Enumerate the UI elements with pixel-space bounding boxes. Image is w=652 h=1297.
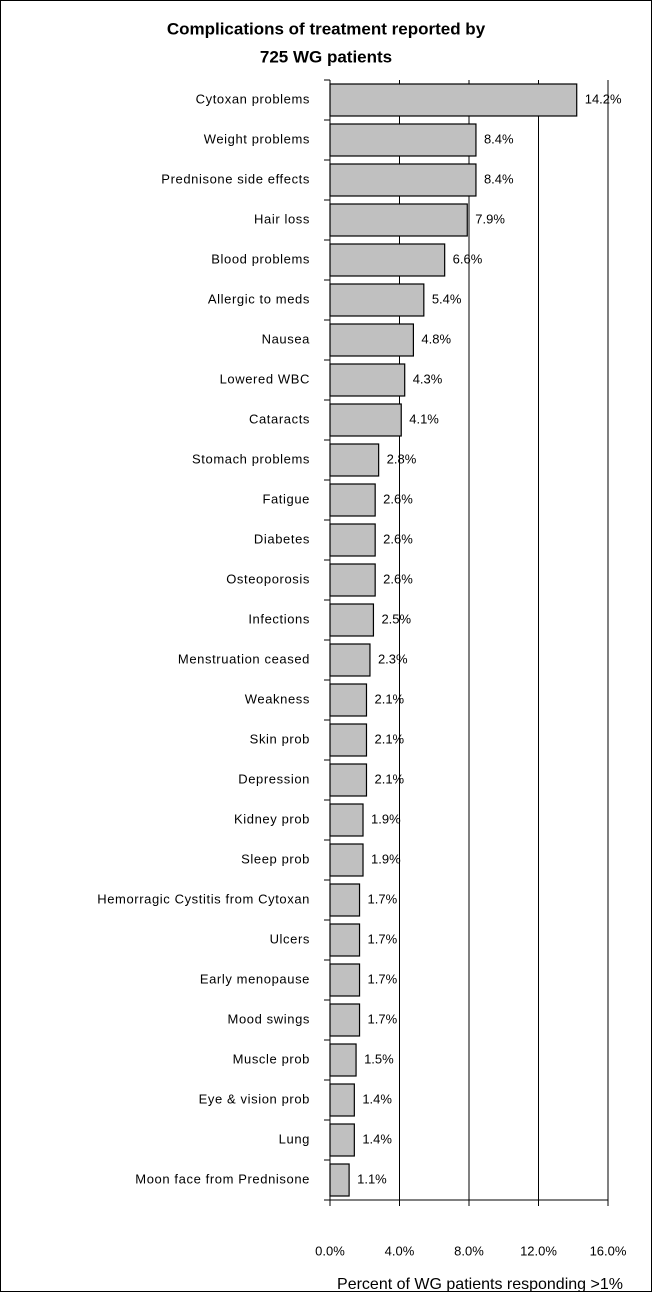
y-tick-label: Mood swings <box>228 1011 310 1026</box>
data-label: 14.2% <box>585 91 622 106</box>
y-tick-label: Sleep prob <box>241 851 310 866</box>
y-tick-label: Moon face from Prednisone <box>135 1171 310 1186</box>
data-label: 1.4% <box>362 1091 392 1106</box>
bar <box>329 83 578 117</box>
y-tick-label: Nausea <box>262 331 311 346</box>
data-label: 8.4% <box>484 131 514 146</box>
bar <box>329 523 376 557</box>
bar <box>329 1123 355 1157</box>
data-label: 1.7% <box>368 971 398 986</box>
bar <box>329 483 376 517</box>
chart-title: Complications of treatment reported by <box>167 19 486 38</box>
data-label: 4.8% <box>421 331 451 346</box>
chart-title: 725 WG patients <box>260 47 392 66</box>
x-tick-label: 4.0% <box>385 1243 415 1258</box>
data-label: 4.1% <box>409 411 439 426</box>
y-tick-label: Fatigue <box>262 491 310 506</box>
bar <box>329 1043 357 1077</box>
data-label: 2.1% <box>374 731 404 746</box>
bar <box>329 723 368 757</box>
bar <box>329 803 364 837</box>
bar <box>329 123 477 157</box>
bar <box>329 1163 350 1197</box>
data-label: 1.1% <box>357 1171 387 1186</box>
bar <box>329 683 368 717</box>
y-tick-label: Lung <box>279 1131 310 1146</box>
data-label: 2.8% <box>387 451 417 466</box>
x-axis-title: Percent of WG patients responding >1% <box>337 1276 623 1292</box>
y-tick-label: Weight problems <box>204 131 310 146</box>
data-label: 1.7% <box>368 931 398 946</box>
x-tick-label: 16.0% <box>590 1243 627 1258</box>
y-tick-label: Skin prob <box>250 731 310 746</box>
bar <box>329 643 371 677</box>
data-label: 2.6% <box>383 571 413 586</box>
data-label: 2.5% <box>381 611 411 626</box>
bar <box>329 403 402 437</box>
bar <box>329 963 361 997</box>
y-tick-label: Infections <box>248 611 310 626</box>
bar <box>329 1083 355 1117</box>
data-label: 1.7% <box>368 1011 398 1026</box>
bar <box>329 163 477 197</box>
y-tick-label: Eye & vision prob <box>199 1091 310 1106</box>
bar <box>329 843 364 877</box>
y-tick-label: Osteoporosis <box>226 571 310 586</box>
data-label: 2.1% <box>374 691 404 706</box>
data-label: 5.4% <box>432 291 462 306</box>
y-tick-label: Muscle prob <box>233 1051 310 1066</box>
bar <box>329 283 425 317</box>
y-tick-label: Hair loss <box>254 211 310 226</box>
y-tick-label: Cataracts <box>249 411 310 426</box>
bar <box>329 883 361 917</box>
y-tick-label: Stomach problems <box>192 451 310 466</box>
bar <box>329 1003 361 1037</box>
bar <box>329 443 380 477</box>
y-tick-label: Kidney prob <box>234 811 310 826</box>
bar <box>329 763 368 797</box>
bar <box>329 363 406 397</box>
data-label: 1.7% <box>368 891 398 906</box>
y-tick-label: Diabetes <box>254 531 310 546</box>
bar <box>329 323 415 357</box>
data-label: 2.3% <box>378 651 408 666</box>
y-tick-label: Hemorragic Cystitis from Cytoxan <box>97 891 310 906</box>
bar <box>329 563 376 597</box>
x-tick-label: 12.0% <box>520 1243 557 1258</box>
data-label: 6.6% <box>453 251 483 266</box>
y-tick-label: Prednisone side effects <box>161 171 310 186</box>
y-tick-label: Menstruation ceased <box>178 651 310 666</box>
bar <box>329 243 446 277</box>
y-tick-label: Depression <box>238 771 310 786</box>
bar <box>329 203 468 237</box>
data-label: 1.5% <box>364 1051 394 1066</box>
x-tick-label: 8.0% <box>454 1243 484 1258</box>
y-tick-label: Ulcers <box>270 931 310 946</box>
data-label: 4.3% <box>413 371 443 386</box>
y-tick-label: Cytoxan problems <box>196 91 310 106</box>
data-label: 8.4% <box>484 171 514 186</box>
bar <box>329 923 361 957</box>
y-tick-label: Early menopause <box>200 971 310 986</box>
y-tick-label: Allergic to meds <box>208 291 310 306</box>
data-label: 2.1% <box>374 771 404 786</box>
data-label: 1.9% <box>371 851 401 866</box>
data-label: 2.6% <box>383 531 413 546</box>
y-tick-label: Blood problems <box>211 251 310 266</box>
bar <box>329 603 375 637</box>
data-label: 7.9% <box>475 211 505 226</box>
data-label: 1.4% <box>362 1131 392 1146</box>
data-label: 1.9% <box>371 811 401 826</box>
x-tick-label: 0.0% <box>315 1243 345 1258</box>
y-tick-label: Weakness <box>245 691 310 706</box>
y-tick-label: Lowered WBC <box>220 371 310 386</box>
data-label: 2.6% <box>383 491 413 506</box>
